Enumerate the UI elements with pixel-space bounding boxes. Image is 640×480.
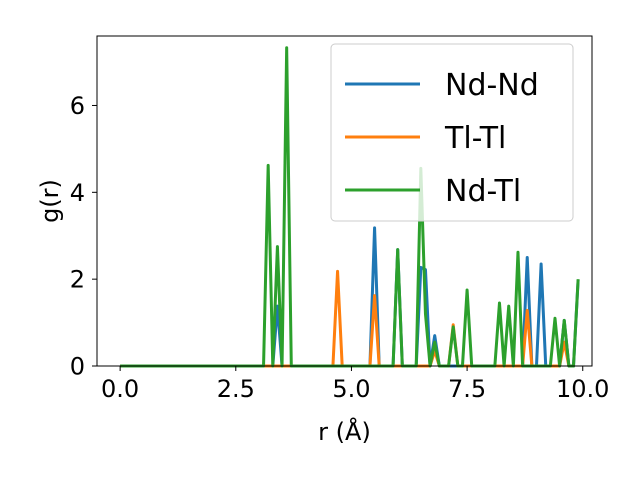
x-tick-label: 0.0 bbox=[101, 375, 139, 403]
y-tick-label: 4 bbox=[70, 179, 85, 207]
legend-label-nd-nd: Nd-Nd bbox=[445, 68, 539, 103]
plot-frame bbox=[96, 35, 593, 367]
y-tick-label: 2 bbox=[70, 266, 85, 294]
x-axis: 0.0 2.5 5.0 7.5 10.0 bbox=[101, 366, 609, 403]
x-tick-label: 5.0 bbox=[332, 375, 370, 403]
x-tick-label: 10.0 bbox=[556, 375, 609, 403]
x-tick-label: 7.5 bbox=[448, 375, 486, 403]
x-tick-label: 2.5 bbox=[217, 375, 255, 403]
legend-label-tl-tl: Tl-Tl bbox=[444, 121, 506, 156]
x-axis-label: r (Å) bbox=[318, 417, 371, 446]
y-axis: 0 2 4 6 bbox=[70, 92, 97, 381]
legend: Nd-Nd Tl-Tl Nd-Tl bbox=[330, 43, 574, 222]
legend-label-nd-tl: Nd-Tl bbox=[445, 174, 521, 209]
legend-box bbox=[330, 43, 574, 222]
y-axis-label: g(r) bbox=[36, 179, 64, 223]
y-tick-label: 6 bbox=[70, 92, 85, 120]
y-tick-label: 0 bbox=[70, 353, 85, 381]
